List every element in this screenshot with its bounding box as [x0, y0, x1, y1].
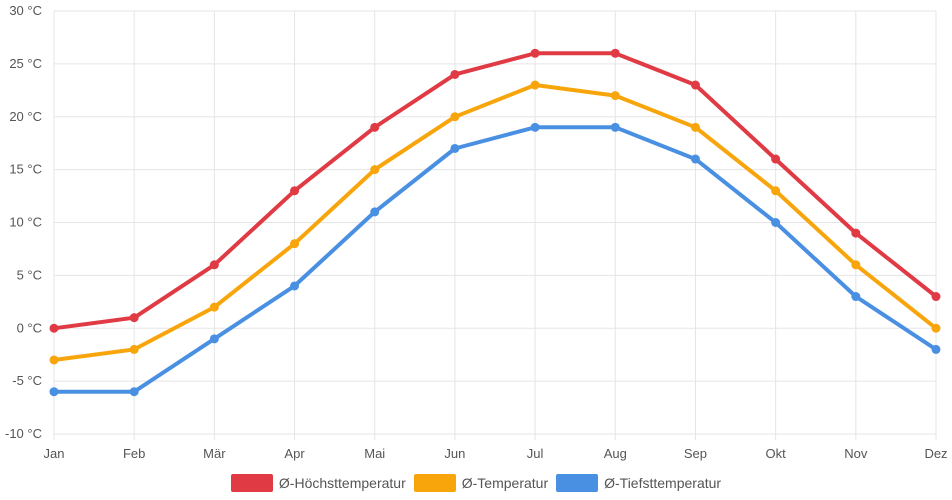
- legend-swatch-avg-temp: [413, 474, 456, 492]
- series-min-temp: [49, 122, 941, 397]
- y-tick-label: 15 °C: [9, 162, 42, 177]
- data-point: [290, 239, 300, 249]
- data-point: [450, 112, 460, 122]
- data-point: [771, 218, 781, 227]
- data-point: [851, 292, 861, 302]
- x-tick-label: Nov: [844, 446, 868, 461]
- data-point: [129, 387, 139, 397]
- x-tick-label: Jun: [444, 446, 465, 461]
- legend-label-min-temp: Ø-Tiefsttemperatur: [604, 475, 722, 491]
- data-point: [610, 48, 620, 58]
- x-tick-label: Aug: [604, 446, 627, 461]
- grid: [53, 10, 937, 440]
- data-point: [690, 122, 700, 132]
- data-point: [370, 122, 380, 132]
- series-line: [52, 51, 938, 331]
- y-tick-label: 25 °C: [9, 56, 42, 71]
- legend-label-avg-temp: Ø-Temperatur: [461, 475, 549, 491]
- data-point: [530, 80, 540, 90]
- x-tick-label: Mär: [203, 446, 226, 461]
- data-point: [610, 91, 620, 101]
- legend-item-max-temp[interactable]: Ø-Höchsttemperatur: [230, 474, 406, 492]
- data-point: [610, 122, 620, 132]
- data-point: [931, 323, 941, 333]
- y-tick-label: 5 °C: [17, 267, 42, 282]
- data-point: [931, 344, 941, 354]
- data-point: [49, 387, 59, 397]
- x-tick-label: Jul: [527, 446, 544, 461]
- data-point: [690, 80, 700, 90]
- legend-swatch-max-temp: [230, 474, 273, 492]
- x-tick-label: Sep: [684, 446, 707, 461]
- legend-item-min-temp[interactable]: Ø-Tiefsttemperatur: [556, 474, 721, 492]
- series-layer: [49, 48, 941, 397]
- x-tick-label: Feb: [123, 446, 145, 461]
- series-line: [52, 125, 938, 394]
- data-point: [851, 228, 861, 238]
- data-point: [690, 154, 700, 164]
- data-point: [450, 143, 460, 153]
- data-point: [49, 323, 59, 333]
- data-point: [851, 260, 861, 270]
- axes: 30 °C 25 °C 20 °C 15 °C 10 °C 5 °C 0 °C -5 °C -1…: [5, 3, 948, 461]
- data-point: [49, 355, 59, 365]
- x-tick-label: Mai: [364, 446, 385, 461]
- data-point: [370, 207, 380, 217]
- data-point: [530, 122, 540, 132]
- data-point: [209, 302, 219, 312]
- x-tick-label: Apr: [284, 446, 305, 461]
- y-tick-label: -5 °C: [12, 373, 42, 388]
- data-point: [771, 186, 781, 196]
- series-avg-temp: [49, 80, 941, 365]
- chart-canvas: 30 °C 25 °C 20 °C 15 °C 10 °C 5 °C 0 °C -5 °C -1…: [5, 3, 948, 461]
- data-point: [209, 260, 219, 270]
- y-tick-label: 10 °C: [9, 215, 42, 230]
- x-tick-label: Okt: [766, 446, 787, 461]
- x-tick-label: Jan: [44, 446, 65, 461]
- legend: Ø-Höchsttemperatur Ø-Temperatur Ø-Tiefst…: [0, 470, 952, 496]
- data-point: [450, 69, 460, 79]
- legend-swatch-min-temp: [556, 474, 599, 492]
- data-point: [370, 165, 380, 175]
- x-tick-label: Dez: [924, 446, 947, 461]
- y-tick-label: -10 °C: [5, 426, 42, 441]
- data-point: [129, 344, 139, 354]
- data-point: [290, 186, 300, 196]
- data-point: [530, 48, 540, 58]
- series-line: [52, 83, 938, 362]
- y-tick-label: 20 °C: [9, 109, 42, 124]
- data-point: [209, 334, 219, 344]
- y-tick-label: 0 °C: [17, 320, 42, 335]
- legend-item-avg-temp[interactable]: Ø-Temperatur: [413, 474, 549, 492]
- y-tick-label: 30 °C: [9, 3, 42, 18]
- legend-label-max-temp: Ø-Höchsttemperatur: [278, 475, 406, 491]
- data-point: [771, 154, 781, 164]
- data-point: [290, 281, 300, 291]
- data-point: [129, 313, 139, 323]
- data-point: [931, 292, 941, 302]
- series-max-temp: [49, 48, 941, 333]
